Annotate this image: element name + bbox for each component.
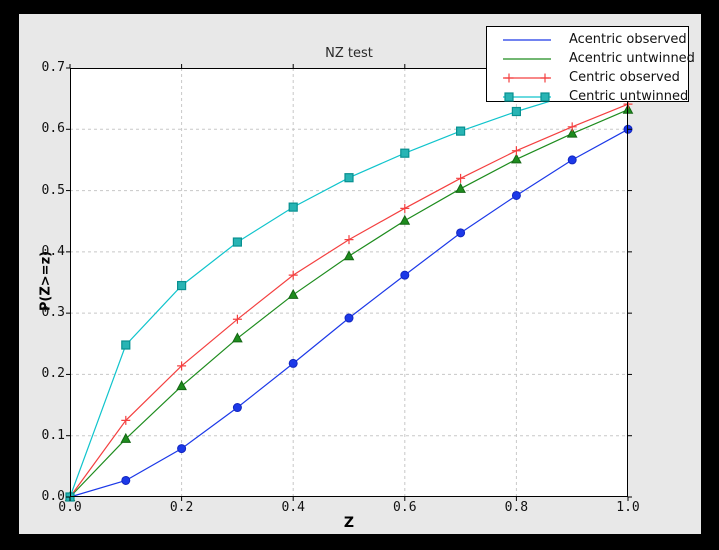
x-tick-label: 0.6 [393, 500, 417, 515]
marker-triangle [399, 214, 411, 225]
gridlines [70, 68, 628, 497]
marker-triangle [120, 432, 132, 443]
marker-triangle [232, 332, 243, 343]
series-centric-observed [65, 99, 633, 502]
legend-label: Acentric observed [569, 32, 687, 47]
marker-plus [288, 270, 298, 280]
series-line [69, 77, 629, 498]
series-line [69, 109, 629, 498]
legend-label: Centric untwinned [569, 89, 689, 104]
legend-item-acentric-untwinned: Acentric untwinned [487, 49, 695, 68]
chart-title: NZ test [325, 46, 373, 61]
marker-plus [177, 361, 187, 371]
figure-canvas: NZ test P(Z>=z) 0.0 0.2 0.4 0.6 0.8 1.0 0.0 0.… [19, 14, 701, 534]
marker-square [504, 91, 514, 102]
marker-triangle [343, 250, 355, 261]
plot-svg [64, 64, 634, 502]
y-tick-label: 0.6 [41, 121, 65, 137]
y-tick-label: 0.5 [41, 182, 65, 198]
x-tick-label: 0.4 [281, 500, 305, 515]
marker-square [344, 173, 354, 183]
legend-item-centric-observed: Centric observed [487, 68, 688, 87]
legend-item-centric-untwinned: Centric untwinned [487, 87, 688, 106]
marker-plus [232, 314, 242, 324]
marker-square [511, 106, 521, 117]
y-tick-label: 0.7 [41, 60, 65, 75]
marker-circle [511, 190, 521, 200]
marker-plus [511, 146, 521, 156]
marker-circle [177, 444, 187, 454]
y-tick-label: 0.2 [41, 366, 65, 382]
marker-circle [456, 228, 466, 238]
marker-plus [400, 203, 410, 213]
marker-square [176, 280, 187, 291]
marker-triangle [176, 380, 187, 391]
plot-area [64, 64, 634, 502]
y-tick-label: 0.0 [41, 489, 65, 504]
legend: Acentric observed Acentric untwinned Cen… [486, 26, 695, 104]
x-tick-label: 1.0 [616, 500, 640, 515]
marker-square [232, 237, 242, 247]
marker-square [400, 148, 410, 158]
marker-circle [121, 475, 131, 485]
marker-triangle [511, 153, 522, 164]
marker-plus [540, 73, 550, 82]
legend-item-acentric-observed: Acentric observed [487, 30, 688, 49]
marker-circle [344, 313, 354, 323]
legend-label: Acentric untwinned [569, 51, 695, 66]
marker-triangle [455, 182, 466, 193]
y-tick-label: 0.1 [41, 427, 65, 443]
series-centric-untwinned [65, 73, 633, 502]
marker-circle [400, 270, 410, 280]
marker-square [288, 202, 298, 212]
plot-frame [70, 68, 628, 497]
marker-plus [121, 415, 131, 425]
marker-circle [288, 358, 298, 368]
x-tick-label: 0.2 [169, 500, 194, 515]
axis-ticks [66, 64, 632, 501]
y-tick-label: 0.4 [41, 243, 65, 259]
marker-triangle [566, 127, 578, 138]
legend-label: Centric observed [569, 70, 680, 85]
marker-plus [567, 122, 577, 132]
series-line [69, 103, 629, 498]
x-axis-label: Z [343, 515, 355, 531]
marker-circle [232, 403, 242, 413]
marker-square [121, 340, 131, 350]
x-tick-label: 0.8 [504, 500, 529, 515]
marker-plus [456, 173, 466, 183]
marker-plus [504, 73, 514, 82]
legend-line-sample-acentric-untwinned [503, 57, 551, 60]
y-axis-label: P(Z>=z) [38, 250, 54, 312]
marker-triangle [287, 288, 299, 299]
series-acentric-untwinned [64, 103, 634, 502]
legend-line-sample-centric-observed [503, 73, 551, 82]
marker-circle [567, 155, 577, 165]
marker-plus [344, 235, 354, 245]
marker-square [456, 126, 466, 136]
legend-line-sample-centric-untwinned [503, 91, 551, 102]
y-tick-label: 0.3 [41, 305, 65, 321]
marker-square [540, 91, 550, 102]
legend-line-sample-acentric-observed [503, 38, 551, 41]
x-tick-label: 0.0 [58, 500, 82, 515]
